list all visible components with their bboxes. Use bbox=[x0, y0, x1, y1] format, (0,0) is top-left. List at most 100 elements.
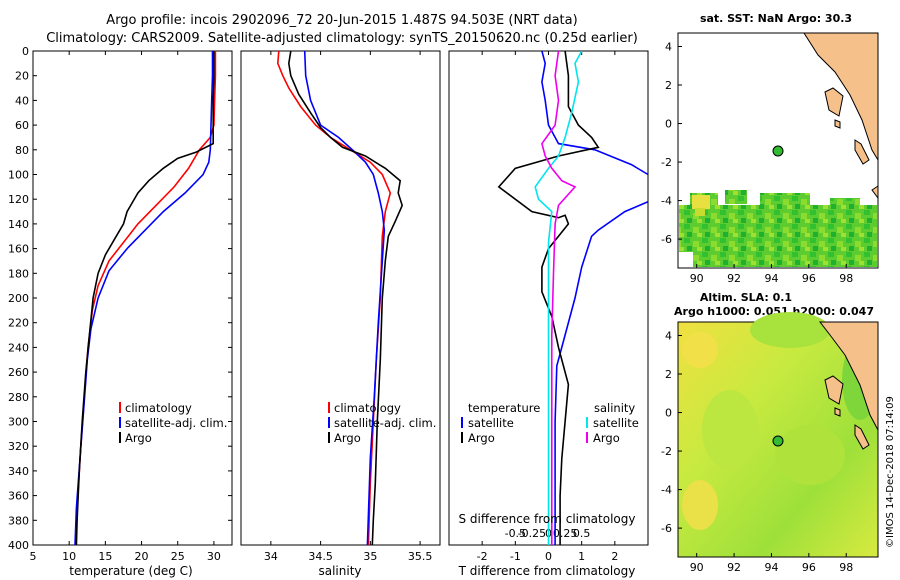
xtick-label: 15 bbox=[98, 550, 112, 563]
ytick-label: 160 bbox=[8, 243, 29, 256]
series-line-climatology bbox=[276, 51, 392, 545]
sla-map-title1: Altim. SLA: 0.1 bbox=[700, 291, 792, 304]
legend-label-sal-argo: Argo bbox=[593, 431, 620, 445]
title-line2: Climatology: CARS2009. Satellite-adjuste… bbox=[46, 31, 638, 46]
legend-label-argo: Argo bbox=[125, 431, 152, 445]
ytick-label: 300 bbox=[8, 416, 29, 429]
ytick-label: 200 bbox=[8, 292, 29, 305]
series-line-temperature-argo bbox=[497, 51, 600, 545]
s-tick-label: -0.25 bbox=[518, 527, 546, 540]
xtick-label: 34 bbox=[264, 550, 278, 563]
difference-top-label: S difference from climatology bbox=[459, 512, 636, 526]
ytick-label: 400 bbox=[8, 539, 29, 552]
temperature-xlabel: temperature (deg C) bbox=[69, 564, 192, 578]
ytick-label: 120 bbox=[8, 193, 29, 206]
sla-argo-marker bbox=[772, 435, 784, 447]
map-ytick-label: -2 bbox=[661, 156, 672, 169]
series-line-argo bbox=[75, 51, 215, 545]
salinity-xlabel: salinity bbox=[318, 564, 361, 578]
timestamp-stamp: ©IMOS 14-Dec-2018 07:14:09 bbox=[885, 396, 896, 548]
series-line-temperature-satellite-lower bbox=[554, 200, 648, 545]
ytick-label: 360 bbox=[8, 490, 29, 503]
legend-label-climatology: climatology bbox=[334, 401, 401, 415]
xtick-label: 10 bbox=[62, 550, 76, 563]
series-line-climatology bbox=[74, 51, 217, 545]
legend-label-climatology: climatology bbox=[125, 401, 192, 415]
sst-field bbox=[679, 190, 877, 267]
ytick-label: 340 bbox=[8, 465, 29, 478]
xtick-label: 30 bbox=[207, 550, 221, 563]
map-xtick-label: 94 bbox=[764, 561, 778, 574]
ytick-label: 60 bbox=[15, 119, 29, 132]
sla-land bbox=[818, 321, 879, 450]
series-line-salinity-argo bbox=[541, 51, 577, 545]
legend-label-temp-satellite: satellite bbox=[468, 416, 514, 430]
difference-legend: temperature satellite Argo salinity sate… bbox=[461, 401, 639, 445]
series-line-temperature-satellite bbox=[541, 51, 648, 176]
map-ytick-label: -6 bbox=[661, 522, 672, 535]
xtick-label: 34.5 bbox=[308, 550, 333, 563]
map-xtick-label: 96 bbox=[802, 561, 816, 574]
s-tick-label: -0.5 bbox=[505, 527, 526, 540]
xtick-label: 1 bbox=[578, 550, 585, 563]
map-ytick-label: 2 bbox=[665, 368, 672, 381]
map-xtick-label: 92 bbox=[727, 561, 741, 574]
series-line-argo bbox=[287, 51, 404, 545]
ytick-label: 260 bbox=[8, 366, 29, 379]
temperature-legend: climatology satellite-adj. clim. Argo bbox=[119, 401, 227, 445]
xtick-label: 25 bbox=[171, 550, 185, 563]
s-tick-label: 0.25 bbox=[553, 527, 578, 540]
legend-label-satellite: satellite-adj. clim. bbox=[125, 416, 227, 430]
s-tick-label: 0.5 bbox=[573, 527, 591, 540]
sla-map-title2: Argo h1000: 0.051 h2000: 0.047 bbox=[674, 305, 874, 318]
map-ytick-label: 4 bbox=[665, 329, 672, 342]
xtick-label: 0 bbox=[545, 550, 552, 563]
legend-title-temperature: temperature bbox=[468, 401, 540, 415]
temperature-plot-frame bbox=[32, 50, 233, 546]
ytick-label: 320 bbox=[8, 440, 29, 453]
ytick-label: 180 bbox=[8, 267, 29, 280]
ytick-label: 80 bbox=[15, 144, 29, 157]
ytick-label: 220 bbox=[8, 317, 29, 330]
salinity-legend: climatology satellite-adj. clim. Argo bbox=[328, 401, 436, 445]
ytick-label: 40 bbox=[15, 94, 29, 107]
map-xtick-label: 90 bbox=[690, 561, 704, 574]
ytick-label: 280 bbox=[8, 391, 29, 404]
map-ytick-label: 0 bbox=[665, 407, 672, 420]
map-xtick-label: 90 bbox=[690, 272, 704, 285]
map-ytick-label: -2 bbox=[661, 445, 672, 458]
temperature-panel: 5 10 15 20 25 3002040608010012014016018020022… bbox=[8, 45, 233, 578]
map-xtick-label: 98 bbox=[839, 561, 853, 574]
legend-title-salinity: salinity bbox=[594, 401, 635, 415]
xtick-label: 20 bbox=[135, 550, 149, 563]
ytick-label: 20 bbox=[15, 70, 29, 83]
map-xtick-label: 92 bbox=[727, 272, 741, 285]
salinity-plot-frame bbox=[240, 50, 441, 546]
map-xtick-label: 98 bbox=[839, 272, 853, 285]
legend-label-argo: Argo bbox=[334, 431, 361, 445]
sst-map-title: sat. SST: NaN Argo: 30.3 bbox=[700, 12, 852, 25]
ytick-label: 380 bbox=[8, 514, 29, 527]
map-xtick-label: 96 bbox=[802, 272, 816, 285]
xtick-label: 35.5 bbox=[408, 550, 433, 563]
map-ytick-label: 2 bbox=[665, 79, 672, 92]
ytick-label: 0 bbox=[22, 45, 29, 58]
map-ytick-label: -4 bbox=[661, 484, 672, 497]
series-line-salinity-satellite bbox=[534, 51, 583, 545]
series-line-satellite-adj-clim- bbox=[303, 51, 386, 545]
xtick-label: -2 bbox=[477, 550, 488, 563]
map-ytick-label: -6 bbox=[661, 233, 672, 246]
salinity-panel: 34 34.5 35 35.5 salinity climatology satell… bbox=[240, 50, 441, 578]
ytick-label: 100 bbox=[8, 169, 29, 182]
difference-xlabel: T difference from climatology bbox=[458, 564, 636, 578]
legend-label-sal-satellite: satellite bbox=[593, 416, 639, 430]
map-xtick-label: 94 bbox=[764, 272, 778, 285]
title-line1: Argo profile: incois 2902096_72 20-Jun-2… bbox=[106, 13, 577, 28]
xtick-label: 2 bbox=[611, 550, 618, 563]
map-ytick-label: -4 bbox=[661, 195, 672, 208]
ytick-label: 240 bbox=[8, 341, 29, 354]
sst-argo-marker bbox=[772, 145, 784, 157]
xtick-label: 35 bbox=[363, 550, 377, 563]
difference-panel: -2 -1 0 1 2-0.5-0.250 0.250.5 T difference fr… bbox=[448, 50, 649, 578]
